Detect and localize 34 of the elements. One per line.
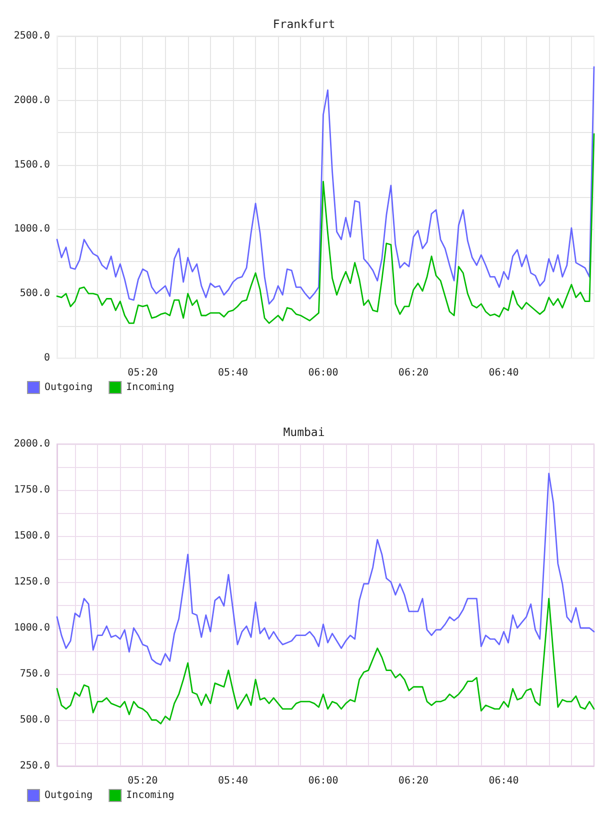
legend-label: Incoming xyxy=(126,382,174,393)
line-series xyxy=(56,472,595,666)
x-tick-label: 05:20 xyxy=(128,368,158,378)
y-tick-label: 500.0 xyxy=(20,288,50,300)
x-tick-label: 05:40 xyxy=(218,368,248,378)
y-tick-label: 1000.0 xyxy=(14,224,50,235)
y-tick-label: 1250.0 xyxy=(14,576,50,588)
y-tick-label: 250.0 xyxy=(20,760,50,772)
x-tick-label: 05:40 xyxy=(218,776,248,786)
x-tick-label: 06:00 xyxy=(308,368,338,378)
legend-label: Incoming xyxy=(126,790,174,801)
line-series xyxy=(56,133,595,324)
y-tick-label: 1500.0 xyxy=(14,530,50,542)
x-tick-label: 06:20 xyxy=(398,368,429,378)
chart-title: Mumbai xyxy=(283,425,325,439)
y-tick-label: 1500.0 xyxy=(14,159,50,170)
y-tick-label: 2000.0 xyxy=(14,438,50,450)
x-tick-label: 06:40 xyxy=(488,776,519,786)
x-tick-label: 05:20 xyxy=(128,776,158,786)
line-series xyxy=(56,66,595,305)
line-series xyxy=(56,598,595,724)
x-tick-label: 06:40 xyxy=(488,368,519,378)
y-tick-label: 0 xyxy=(44,352,50,364)
x-tick-label: 06:20 xyxy=(398,776,429,786)
y-tick-label: 2500.0 xyxy=(14,30,50,42)
chart-title: Frankfurt xyxy=(272,17,336,31)
y-tick-label: 750.0 xyxy=(20,668,50,680)
legend-label: Outgoing xyxy=(44,790,93,801)
legend-label: Outgoing xyxy=(44,382,93,393)
y-tick-label: 1750.0 xyxy=(14,484,50,496)
y-tick-label: 2000.0 xyxy=(14,94,50,106)
y-tick-label: 500.0 xyxy=(20,714,50,726)
x-tick-label: 06:00 xyxy=(308,776,338,786)
y-tick-label: 1000.0 xyxy=(14,622,50,634)
